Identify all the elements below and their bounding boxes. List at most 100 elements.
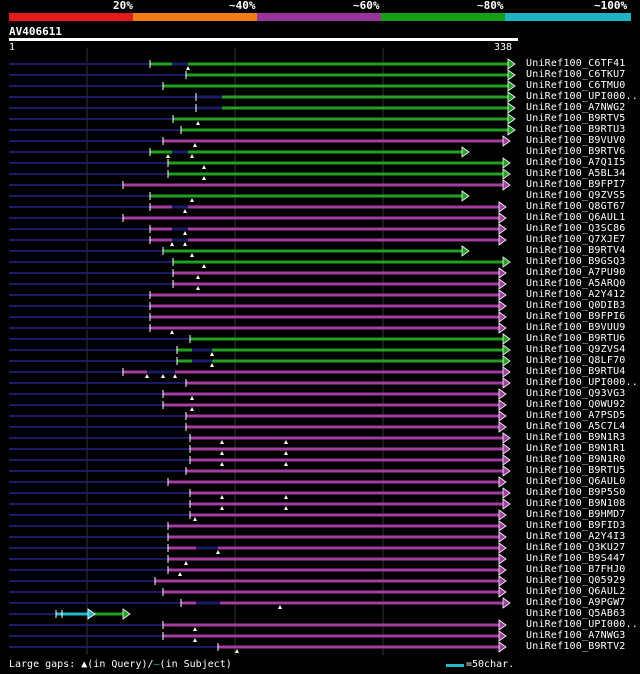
hit-label[interactable]: UniRef100_A7NWG3 bbox=[526, 630, 626, 641]
hit-row[interactable] bbox=[9, 146, 470, 158]
hit-row[interactable] bbox=[9, 311, 507, 323]
hit-label[interactable]: UniRef100_A2Y4I3 bbox=[526, 531, 626, 542]
hit-row[interactable] bbox=[9, 388, 507, 400]
hit-label[interactable]: UniRef100_B9RTU5 bbox=[526, 465, 626, 476]
hit-label[interactable]: UniRef100_B9RTV4 bbox=[526, 245, 626, 256]
hit-label[interactable]: UniRef100_Q9ZVS4 bbox=[526, 344, 626, 355]
hit-row[interactable] bbox=[9, 377, 511, 389]
hit-label[interactable]: UniRef100_Q3KU27 bbox=[526, 542, 626, 553]
hit-row[interactable] bbox=[9, 69, 516, 81]
hit-row[interactable] bbox=[9, 443, 511, 455]
hit-label[interactable]: UniRef100_B9RTV6 bbox=[526, 146, 626, 157]
hit-row[interactable] bbox=[9, 608, 131, 620]
hit-row[interactable] bbox=[9, 410, 507, 422]
hit-label[interactable]: UniRef100_Q05929 bbox=[526, 575, 626, 586]
hit-row[interactable] bbox=[9, 487, 511, 499]
hit-row[interactable] bbox=[9, 531, 507, 543]
hit-row[interactable] bbox=[9, 597, 511, 609]
hit-label[interactable]: UniRef100_UPI000.. bbox=[526, 377, 638, 388]
hit-label[interactable]: UniRef100_Q9ZVS5 bbox=[526, 190, 626, 201]
hit-row[interactable] bbox=[9, 432, 511, 444]
hit-label[interactable]: UniRef100_Q6AUL2 bbox=[526, 586, 626, 597]
hit-label[interactable]: UniRef100_C6TKU7 bbox=[526, 69, 626, 80]
hit-label[interactable]: UniRef100_Q93VG3 bbox=[526, 388, 626, 399]
hit-label[interactable]: UniRef100_Q8LF70 bbox=[526, 355, 626, 366]
hit-row[interactable] bbox=[9, 124, 516, 136]
hit-row[interactable] bbox=[9, 575, 507, 587]
hit-row[interactable] bbox=[9, 421, 507, 433]
hit-row[interactable] bbox=[9, 80, 516, 92]
hit-label[interactable]: UniRef100_B9N108 bbox=[526, 498, 626, 509]
hit-label[interactable]: UniRef100_A7PU90 bbox=[526, 267, 626, 278]
hit-row[interactable] bbox=[9, 498, 511, 510]
hit-label[interactable]: UniRef100_UPI000.. bbox=[526, 91, 638, 102]
hit-label[interactable]: UniRef100_A9PGW7 bbox=[526, 597, 626, 608]
hit-row[interactable] bbox=[9, 454, 511, 466]
hit-row[interactable] bbox=[9, 58, 516, 70]
hit-label[interactable]: UniRef100_B9VUU9 bbox=[526, 322, 626, 333]
hit-row[interactable] bbox=[9, 179, 511, 191]
hit-row[interactable] bbox=[9, 399, 507, 411]
hit-label[interactable]: UniRef100_A7PSD5 bbox=[526, 410, 626, 421]
hit-label[interactable]: UniRef100_B9S447 bbox=[526, 553, 626, 564]
hit-row[interactable] bbox=[9, 245, 470, 257]
hit-label[interactable]: UniRef100_B9N1R3 bbox=[526, 432, 626, 443]
hit-label[interactable]: UniRef100_A7Q1I5 bbox=[526, 157, 626, 168]
hit-label[interactable]: UniRef100_C6TMU0 bbox=[526, 80, 626, 91]
hit-row[interactable] bbox=[9, 542, 507, 554]
hit-row[interactable] bbox=[9, 355, 511, 367]
hit-row[interactable] bbox=[9, 278, 507, 290]
hit-row[interactable] bbox=[9, 619, 507, 631]
hit-row[interactable] bbox=[9, 190, 470, 202]
hit-row[interactable] bbox=[9, 465, 511, 477]
hit-row[interactable] bbox=[9, 333, 511, 345]
hit-label[interactable]: UniRef100_B9N1R1 bbox=[526, 443, 626, 454]
hit-label[interactable]: UniRef100_A2Y412 bbox=[526, 289, 626, 300]
hit-label[interactable]: UniRef100_B9FPI7 bbox=[526, 179, 626, 190]
hit-label[interactable]: UniRef100_A5C7L4 bbox=[526, 421, 626, 432]
hit-label[interactable]: UniRef100_C6TF41 bbox=[526, 58, 626, 69]
hit-row[interactable] bbox=[9, 564, 507, 576]
hit-label[interactable]: UniRef100_B9RTU6 bbox=[526, 333, 626, 344]
hit-row[interactable] bbox=[9, 509, 507, 521]
hit-label[interactable]: UniRef100_B9VUV0 bbox=[526, 135, 626, 146]
hit-label[interactable]: UniRef100_Q7XJE7 bbox=[526, 234, 626, 245]
hit-row[interactable] bbox=[9, 520, 507, 532]
hit-label[interactable]: UniRef100_B9FID3 bbox=[526, 520, 626, 531]
hit-row[interactable] bbox=[9, 641, 507, 653]
hit-label[interactable]: UniRef100_B7FHJ0 bbox=[526, 564, 626, 575]
hit-row[interactable] bbox=[9, 256, 511, 268]
hit-row[interactable] bbox=[9, 366, 511, 378]
hit-label[interactable]: UniRef100_B9RTU4 bbox=[526, 366, 626, 377]
hit-label[interactable]: UniRef100_A5BL34 bbox=[526, 168, 626, 179]
hit-row[interactable] bbox=[9, 223, 507, 235]
hit-label[interactable]: UniRef100_B9HMD7 bbox=[526, 509, 626, 520]
hit-label[interactable]: UniRef100_Q5AB63 bbox=[526, 608, 626, 619]
hit-label[interactable]: UniRef100_Q0DIB3 bbox=[526, 300, 626, 311]
hit-row[interactable] bbox=[9, 300, 507, 312]
hit-label[interactable]: UniRef100_Q8GT67 bbox=[526, 201, 626, 212]
hit-label[interactable]: UniRef100_B9N1R0 bbox=[526, 454, 626, 465]
hit-label[interactable]: UniRef100_B9RTU3 bbox=[526, 124, 626, 135]
hit-label[interactable]: UniRef100_B9RTV5 bbox=[526, 113, 626, 124]
hit-row[interactable] bbox=[9, 135, 511, 147]
hit-label[interactable]: UniRef100_Q0WU92 bbox=[526, 399, 626, 410]
hit-row[interactable] bbox=[9, 586, 507, 598]
hit-row[interactable] bbox=[9, 201, 507, 213]
hit-row[interactable] bbox=[9, 212, 507, 224]
hit-label[interactable]: UniRef100_B9RTV2 bbox=[526, 641, 626, 652]
hit-label[interactable]: UniRef100_Q6AUL0 bbox=[526, 476, 626, 487]
hit-label[interactable]: UniRef100_UPI000.. bbox=[526, 619, 638, 630]
hit-row[interactable] bbox=[9, 322, 507, 334]
hit-row[interactable] bbox=[9, 157, 511, 169]
hit-label[interactable]: UniRef100_A7NWG2 bbox=[526, 102, 626, 113]
hit-label[interactable]: UniRef100_Q6AUL1 bbox=[526, 212, 626, 223]
hit-row[interactable] bbox=[9, 267, 507, 279]
hit-row[interactable] bbox=[9, 289, 507, 301]
hit-row[interactable] bbox=[9, 234, 507, 246]
hit-row[interactable] bbox=[9, 344, 511, 356]
hit-row[interactable] bbox=[9, 168, 511, 180]
hit-label[interactable]: UniRef100_Q3SC86 bbox=[526, 223, 626, 234]
hit-row[interactable] bbox=[9, 553, 507, 565]
hit-row[interactable] bbox=[9, 91, 516, 103]
